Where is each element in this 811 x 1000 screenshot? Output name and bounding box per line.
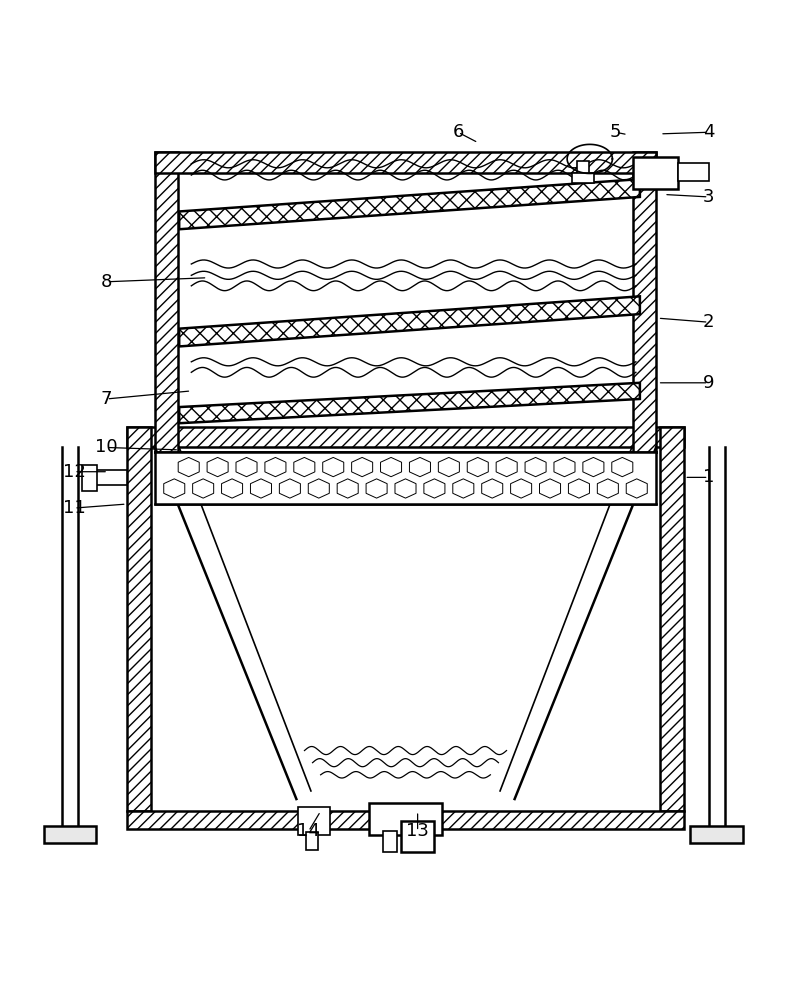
Bar (44, 826, 97, 843)
Bar (678, 163, 709, 181)
Bar (94, 470, 127, 485)
Bar (306, 832, 318, 850)
Bar (155, 152, 656, 173)
Text: 5: 5 (610, 123, 621, 141)
Polygon shape (179, 296, 640, 346)
Bar (127, 427, 151, 811)
Bar (660, 427, 684, 811)
Text: 3: 3 (703, 188, 714, 206)
Text: 13: 13 (406, 822, 429, 840)
Bar (155, 452, 656, 504)
Text: 12: 12 (62, 463, 86, 481)
Text: 10: 10 (95, 438, 118, 456)
Bar (401, 821, 434, 852)
Text: 4: 4 (703, 123, 714, 141)
Text: 11: 11 (62, 499, 85, 517)
Text: 7: 7 (101, 390, 112, 408)
Bar (127, 811, 684, 829)
Text: 8: 8 (101, 273, 112, 291)
Text: 9: 9 (703, 374, 714, 392)
Text: 6: 6 (453, 123, 464, 141)
Text: 14: 14 (297, 822, 320, 840)
Bar (127, 427, 684, 447)
Polygon shape (179, 179, 640, 229)
Bar (369, 803, 442, 835)
Bar (633, 152, 656, 452)
Text: 1: 1 (703, 468, 714, 486)
Bar (383, 831, 397, 852)
Bar (577, 161, 589, 179)
Text: 2: 2 (703, 313, 714, 331)
Bar (155, 152, 178, 452)
Bar (298, 807, 330, 835)
Polygon shape (179, 383, 640, 423)
Bar (690, 826, 743, 843)
Bar (82, 465, 97, 491)
Bar (633, 157, 678, 189)
Bar (572, 173, 594, 183)
